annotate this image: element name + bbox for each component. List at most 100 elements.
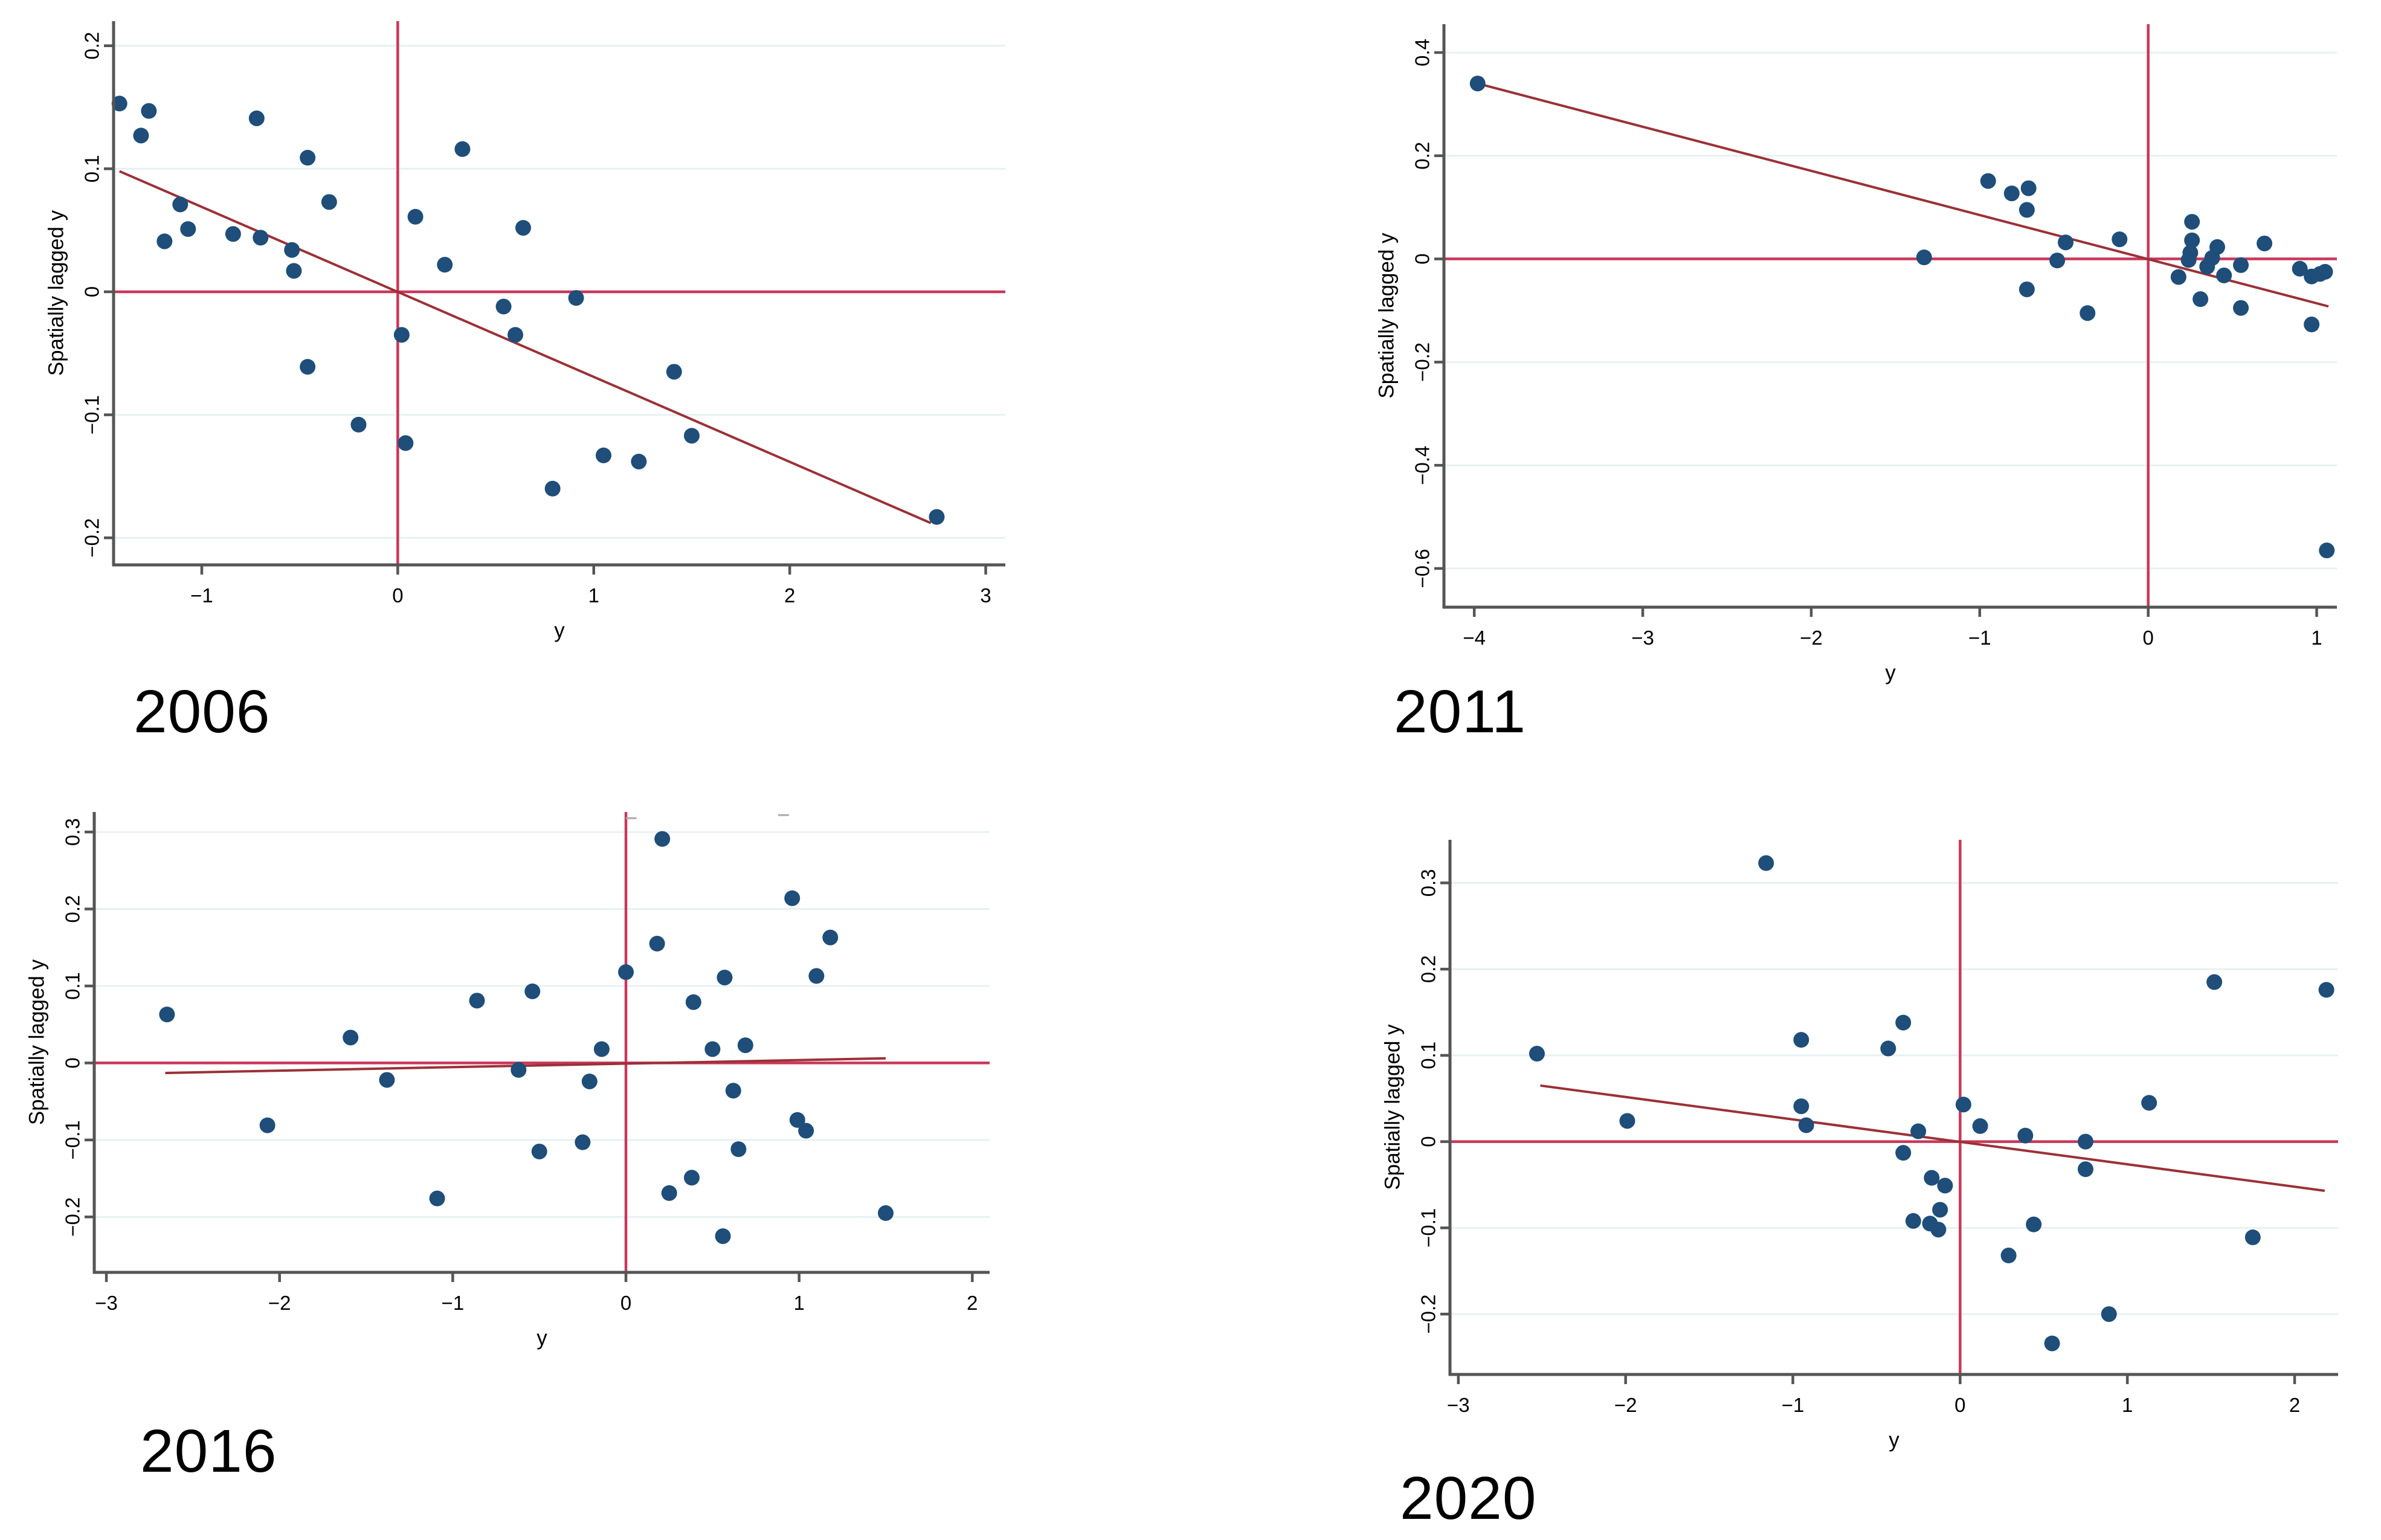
data-point [2216, 267, 2232, 283]
panel-2020-plot: −3 −2 −1 0 1 2 0.3 0.2 0.1 0 −0.1 −0.2 y Spatially la… [1381, 840, 2338, 1452]
data-point [878, 1205, 894, 1221]
fit-line [1477, 82, 2329, 308]
data-point [2044, 1335, 2060, 1352]
data-point [156, 233, 173, 250]
y-tick-label: 0.3 [1417, 869, 1440, 897]
data-point [2244, 1229, 2261, 1246]
x-tick-label: 0 [1954, 1394, 1965, 1416]
fit-line [165, 1057, 886, 1074]
x-tick-label: −1 [190, 584, 213, 607]
data-point [1529, 1046, 1545, 1062]
data-point [1798, 1117, 1814, 1133]
data-point [1932, 1202, 1948, 1218]
data-point [784, 890, 801, 906]
data-point [929, 509, 945, 525]
x-tick-label: −2 [268, 1292, 291, 1314]
data-point [429, 1190, 445, 1207]
data-point [2193, 291, 2209, 308]
x-tick-label: −3 [1631, 627, 1654, 649]
x-tick-label: 1 [588, 584, 599, 607]
data-point [685, 994, 701, 1010]
data-point [172, 196, 188, 213]
data-point [2058, 234, 2074, 251]
data-point [2318, 982, 2334, 998]
y-tick-label: 0 [1417, 1136, 1440, 1147]
x-tick-label: 1 [2122, 1394, 2133, 1416]
data-point [654, 831, 671, 847]
data-point [531, 1143, 547, 1159]
panel-2016-plot: −3 −2 −1 0 1 2 0.3 0.2 0.1 0 −0.1 −0.2 y Spatially la… [25, 812, 990, 1350]
y-tick-label: −0.2 [81, 518, 103, 558]
y-tick-label: 0.2 [62, 895, 84, 923]
data-point [524, 983, 541, 999]
panel-2011-plot: −4 −3 −2 −1 0 1 0.4 0.2 0 −0.2 −0.4 −0.6 y Spatially … [1374, 24, 2337, 685]
y-tick-label: 0.1 [81, 155, 103, 182]
data-point [284, 242, 300, 258]
data-point [2292, 260, 2308, 277]
x-tick-label: 2 [2289, 1394, 2300, 1416]
x-tick-label: 0 [392, 584, 403, 607]
data-point [469, 993, 485, 1009]
data-point [2101, 1306, 2117, 1323]
data-point [1793, 1098, 1809, 1115]
x-tick-label: 0 [620, 1292, 631, 1314]
y-tick-label: 0.2 [1411, 142, 1434, 170]
data-point [2184, 232, 2200, 248]
data-point [2184, 214, 2200, 230]
data-point [437, 257, 453, 273]
data-point [1758, 855, 1774, 871]
data-point [1955, 1097, 1971, 1113]
data-point [2049, 253, 2066, 269]
y-tick-label: 0.2 [81, 32, 103, 60]
x-tick-label: −1 [1968, 627, 1991, 649]
x-tick-label: −1 [1782, 1394, 1805, 1416]
data-point [248, 110, 265, 126]
x-tick-label: 0 [2142, 627, 2153, 649]
data-point [259, 1117, 275, 1133]
data-point [1619, 1113, 1635, 1129]
data-point [1880, 1040, 1896, 1057]
data-point [1895, 1145, 1912, 1161]
data-point [1895, 1014, 1912, 1031]
data-point [2019, 281, 2035, 297]
data-point [666, 364, 682, 380]
x-tick-label: 1 [794, 1292, 805, 1314]
data-point [111, 95, 127, 112]
x-tick-label: −4 [1463, 627, 1486, 649]
data-point [1916, 250, 1932, 265]
data-point [321, 194, 337, 210]
data-point [133, 127, 149, 144]
data-point [730, 1141, 747, 1158]
data-point [1980, 173, 1996, 189]
x-tick-label: 2 [784, 584, 795, 607]
data-point [737, 1037, 753, 1054]
x-tick-label: −3 [1447, 1394, 1470, 1416]
x-tick-label: 2 [967, 1292, 978, 1314]
data-point [300, 359, 316, 375]
data-point [618, 964, 634, 981]
data-point [159, 1007, 175, 1023]
data-point [1930, 1222, 1947, 1238]
data-point [683, 428, 700, 444]
data-point [789, 1112, 805, 1128]
data-point [407, 208, 424, 225]
x-tick-label: −2 [1614, 1394, 1637, 1416]
data-point [2304, 317, 2320, 333]
x-axis-title: y [1885, 661, 1896, 685]
data-point [180, 221, 196, 237]
y-tick-label: −0.4 [1411, 446, 1434, 485]
x-axis-title: y [554, 619, 565, 642]
y-tick-label: −0.1 [1417, 1208, 1440, 1248]
data-point [495, 298, 512, 315]
data-point [454, 141, 471, 157]
y-axis-title: Spatially lagged y [44, 210, 68, 376]
data-point [704, 1041, 721, 1057]
data-point [649, 935, 665, 952]
data-point [2141, 1095, 2157, 1111]
data-point [725, 1083, 741, 1099]
y-tick-label: 0.1 [62, 972, 84, 1000]
y-tick-label: −0.2 [62, 1197, 84, 1237]
data-point [507, 327, 524, 343]
y-tick-label: 0 [62, 1057, 84, 1068]
